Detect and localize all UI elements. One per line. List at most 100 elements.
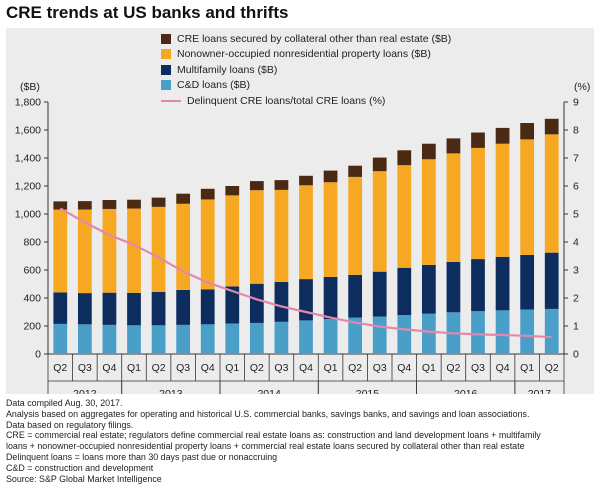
right-tick-label: 3 xyxy=(573,265,579,277)
bar-segment xyxy=(200,289,215,325)
bar-segment xyxy=(348,274,363,318)
delinquency-line xyxy=(59,207,552,339)
x-tick-label: Q2 xyxy=(53,362,67,374)
bar-segment xyxy=(372,171,387,272)
bar-segment xyxy=(225,186,240,196)
bar-segment xyxy=(372,271,387,317)
left-tick-label: 800 xyxy=(23,237,41,249)
legend-item: Multifamily loans ($B) xyxy=(161,62,451,78)
year-label: 2016 xyxy=(454,388,478,394)
bar-segment xyxy=(471,147,485,260)
x-tick-label: Q2 xyxy=(152,362,166,374)
bar-segment xyxy=(520,139,535,255)
x-tick-label: Q4 xyxy=(496,362,510,374)
bar-segment xyxy=(397,267,412,316)
x-tick-label: Q4 xyxy=(397,362,411,374)
bar-segment xyxy=(471,311,485,354)
bar-segment xyxy=(53,201,68,210)
right-tick-label: 7 xyxy=(573,153,579,165)
legend-color-swatch xyxy=(161,49,171,60)
bar-segment xyxy=(200,199,215,290)
bar-segment xyxy=(249,190,264,284)
bar-segment xyxy=(274,281,289,322)
bar-segment xyxy=(225,286,240,324)
bar-segment xyxy=(176,289,191,325)
bar-segment xyxy=(495,127,510,144)
bar-segment xyxy=(200,188,215,200)
left-axis-unit-label: ($B) xyxy=(20,81,40,93)
bar-segment xyxy=(176,324,191,354)
x-tick-label: Q3 xyxy=(176,362,190,374)
legend-color-swatch xyxy=(161,80,171,91)
bar-segment xyxy=(102,324,117,354)
x-tick-label: Q3 xyxy=(274,362,288,374)
bar-segment xyxy=(323,277,338,319)
right-tick-label: 9 xyxy=(573,97,579,109)
bar-segment xyxy=(421,313,436,354)
bar-segment xyxy=(495,310,510,354)
bar-segment xyxy=(421,159,436,265)
legend-label: C&D loans ($B) xyxy=(177,79,250,92)
bar-segment xyxy=(77,201,92,210)
bar-segment xyxy=(102,292,117,325)
left-tick-label: 1,800 xyxy=(15,97,41,109)
right-tick-label: 6 xyxy=(573,181,579,193)
bar-segment xyxy=(53,209,68,293)
x-tick-label: Q1 xyxy=(422,362,436,374)
bar-segment xyxy=(544,252,559,309)
bar-segment xyxy=(299,175,313,186)
bar-segment xyxy=(446,138,461,154)
x-tick-label: Q1 xyxy=(324,362,338,374)
chart: 0 200 400 600 800 1,000 1,200 1,400 1,600 1,800 0 1… xyxy=(15,81,590,394)
right-tick-label: 4 xyxy=(573,237,579,249)
legend-item: Delinquent CRE loans/total CRE loans (%) xyxy=(161,93,451,109)
bar-segment xyxy=(77,293,92,325)
legend-label: Multifamily loans ($B) xyxy=(177,63,278,76)
legend-label: Nonowner-occupied nonresidential propert… xyxy=(177,48,431,61)
bar-segment xyxy=(299,320,313,354)
bar-segment xyxy=(127,292,141,326)
bar-segment xyxy=(520,254,535,310)
bar-segment xyxy=(372,316,387,354)
bar-segment xyxy=(348,165,363,177)
bar-segment xyxy=(249,181,264,191)
bar-segment xyxy=(127,199,141,209)
legend-item: C&D loans ($B) xyxy=(161,78,451,94)
bar-segment xyxy=(544,134,559,253)
x-tick-label: Q3 xyxy=(373,362,387,374)
x-tick-label: Q2 xyxy=(545,362,559,374)
bar-segment xyxy=(102,208,117,293)
x-tick-label: Q4 xyxy=(102,362,116,374)
x-tick-label: Q3 xyxy=(78,362,92,374)
right-axis-unit-label: (%) xyxy=(574,81,590,93)
year-label: 2015 xyxy=(356,388,380,394)
x-tick-label: Q4 xyxy=(299,362,313,374)
year-label: 2017 xyxy=(528,388,552,394)
bar-segment xyxy=(544,308,559,354)
bar-segment xyxy=(323,170,338,183)
note-line: CRE = commercial real estate; regulators… xyxy=(6,430,541,441)
bar-segment xyxy=(520,123,535,140)
left-tick-label: 200 xyxy=(23,321,41,333)
bar-segment xyxy=(274,321,289,354)
bar-segment xyxy=(299,185,313,280)
x-tick-label: Q4 xyxy=(201,362,215,374)
bar-segment xyxy=(446,261,461,313)
year-label: 2012 xyxy=(73,388,97,394)
bar-segment xyxy=(249,283,264,323)
bar-segment xyxy=(77,209,92,294)
bar-segment xyxy=(495,256,510,311)
note-line: Data based on regulatory filings. xyxy=(6,419,134,430)
bar-segment xyxy=(323,319,338,354)
left-tick-label: 600 xyxy=(23,265,41,277)
bar-segment xyxy=(397,165,412,268)
bar-segment xyxy=(323,182,338,277)
note-line: loans + nonowner-occupied nonresidential… xyxy=(6,441,525,452)
bar-segment xyxy=(520,309,535,354)
x-tick-label: Q2 xyxy=(250,362,264,374)
bar-segment xyxy=(127,325,141,354)
bar-segment xyxy=(446,153,461,262)
bar-segment xyxy=(421,264,436,314)
bar-segment xyxy=(348,176,363,275)
bar-segment xyxy=(53,323,68,354)
